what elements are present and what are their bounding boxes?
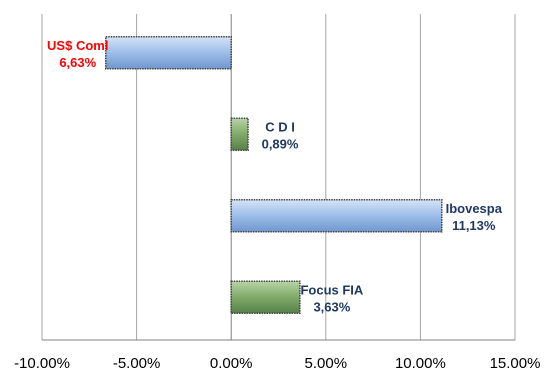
bar: [230, 199, 443, 233]
category-label: US$ Coml: [47, 38, 108, 53]
value-label: 3,63%: [313, 299, 350, 314]
bars: [105, 36, 443, 314]
x-tick-labels: -10.00% -5.00% 0.00% 5.00% 10.00% 15.00%: [14, 355, 540, 372]
category-label: Ibovespa: [446, 201, 503, 216]
x-tick-label: 10.00%: [395, 355, 446, 372]
x-tick-label: 0.00%: [210, 355, 253, 372]
x-tick-label: 5.00%: [305, 355, 348, 372]
value-label: 11,13%: [452, 218, 496, 233]
x-tick-label: 15.00%: [490, 355, 541, 372]
bar: [230, 280, 301, 314]
bar: [105, 36, 232, 70]
value-label: 0,89%: [262, 136, 299, 151]
value-label: 6,63%: [59, 55, 96, 70]
category-label: Focus FIA: [300, 282, 363, 297]
bar: [230, 117, 249, 151]
category-label: C D I: [265, 119, 295, 134]
x-tick-label: -10.00%: [14, 355, 70, 372]
x-tick-label: -5.00%: [113, 355, 161, 372]
data-labels: US$ Coml 6,63% C D I 0,89% Ibovespa 11,13% Foc…: [47, 38, 503, 315]
